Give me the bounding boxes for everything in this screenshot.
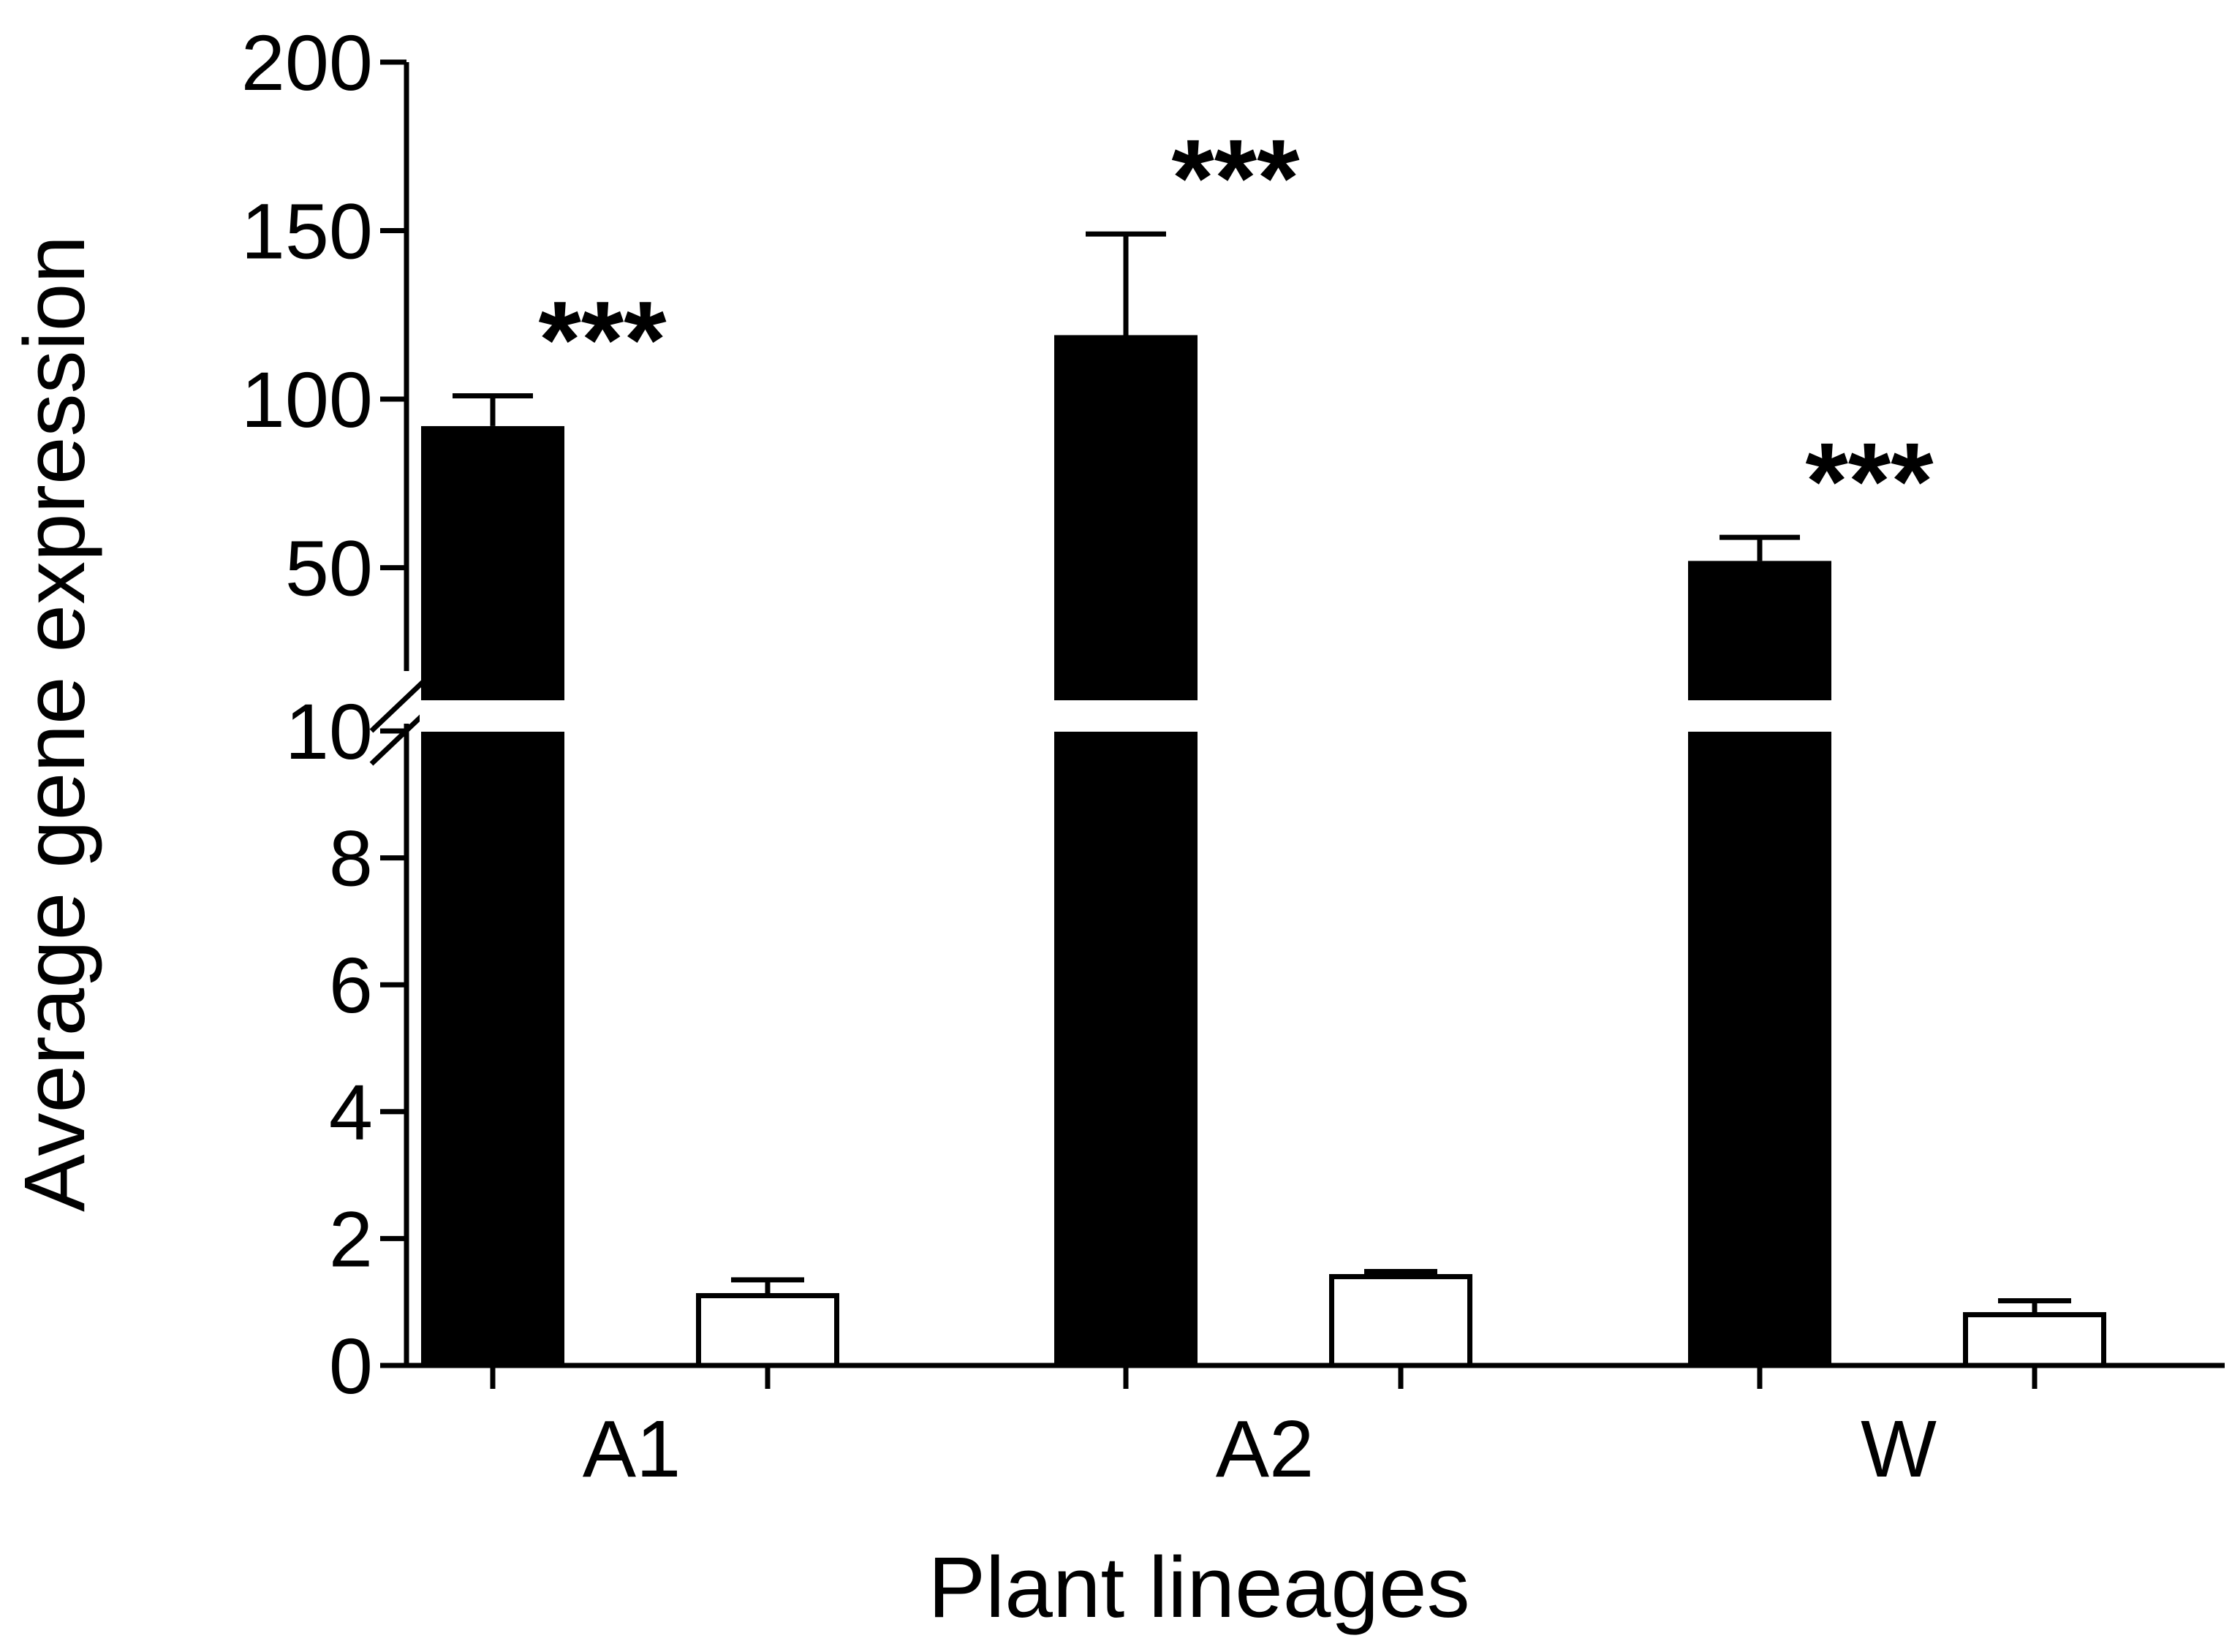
labels: 0 2 4 6 8 10 50 100 150 200 A1 *** A2 *** W *** [241, 18, 1937, 1494]
y-tick-label: 0 [329, 1322, 373, 1410]
significance-label: *** [538, 278, 667, 401]
y-tick-label: 10 [285, 687, 373, 776]
bar-treated [421, 425, 564, 1366]
significance-label: *** [1805, 420, 1934, 542]
x-tick-label: A2 [1216, 1404, 1314, 1494]
significance-label: *** [1171, 116, 1300, 239]
bar-treated [1688, 561, 1831, 1365]
bars [420, 231, 2106, 1368]
bar-break-gap [1053, 700, 1199, 732]
bar-break-gap [420, 700, 566, 732]
x-tick-label: W [1861, 1404, 1937, 1494]
y-tick-label: 8 [329, 814, 373, 903]
bar-control [1963, 1312, 2106, 1368]
y-tick-label: 4 [329, 1068, 373, 1156]
y-tick-label: 50 [285, 524, 373, 613]
y-axis-title: Average gene expression [7, 235, 103, 1212]
bar-control [696, 1293, 839, 1368]
x-tick-label: A1 [583, 1404, 681, 1494]
bar-break-gap [1687, 700, 1833, 732]
axes [369, 59, 2225, 1389]
y-tick-label: 200 [241, 18, 373, 107]
y-tick-label: 100 [241, 355, 373, 444]
bar-control [1329, 1273, 1472, 1368]
y-tick-label: 6 [329, 941, 373, 1029]
bar-treated [1054, 335, 1198, 1365]
y-tick-label: 150 [241, 187, 373, 276]
y-tick-label: 2 [329, 1194, 373, 1283]
x-axis-title: Plant lineages [928, 1539, 1469, 1636]
